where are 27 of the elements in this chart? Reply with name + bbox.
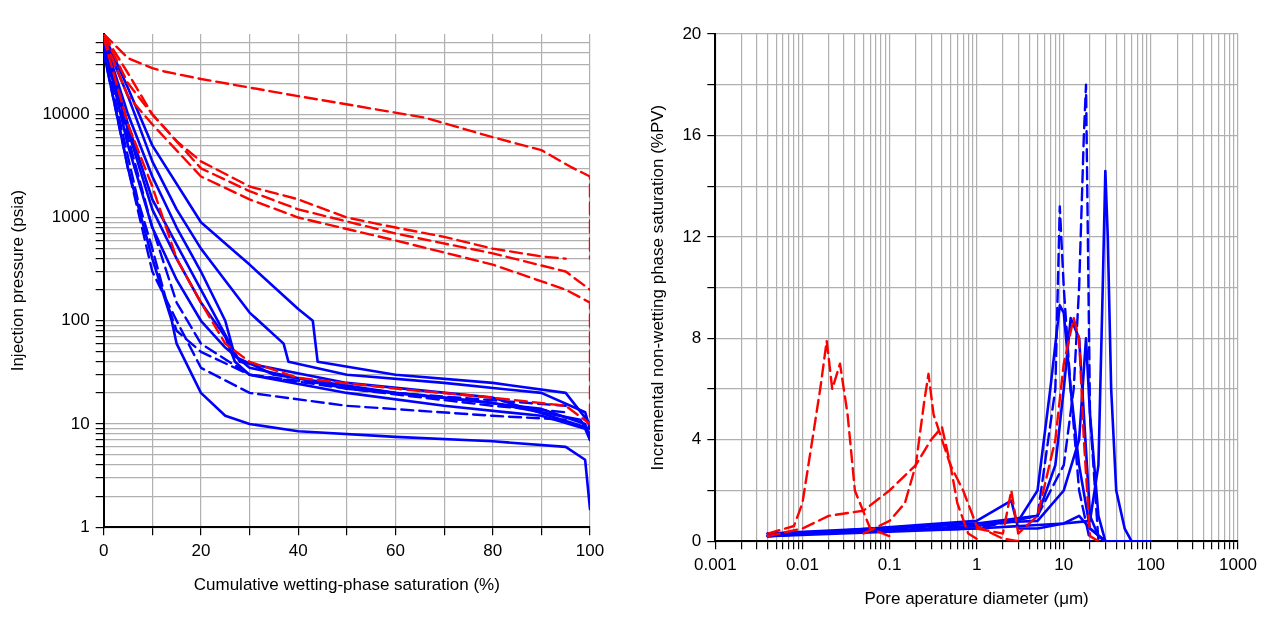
x-tick-label: 60 (386, 541, 405, 561)
x-tick-label: 40 (288, 541, 308, 561)
y-tick-label: 12 (682, 226, 702, 246)
y-tick-label: 4 (691, 429, 702, 449)
y-axis-title: Injection pressure (psia) (7, 189, 27, 372)
y-tick-label: 10 (70, 413, 90, 433)
x-tick-label: 0.01 (785, 555, 819, 575)
y-axis-title: Incremental non-wetting phase saturation (%PV) (647, 104, 667, 471)
x-axis-title: Pore aperature diameter (μm) (864, 589, 1089, 609)
x-axis-title: Cumulative wetting-phase saturation (%) (193, 575, 500, 595)
x-tick-label: 100 (575, 541, 605, 561)
x-tick-label: 1 (971, 555, 982, 575)
y-tick-label: 8 (691, 328, 702, 348)
y-tick-label: 1 (80, 516, 90, 536)
y-tick-label: 20 (682, 23, 702, 43)
x-tick-label: 1000 (1219, 555, 1257, 575)
y-tick-label: 1000 (51, 207, 90, 227)
x-tick-label: 10 (1054, 555, 1074, 575)
x-tick-label: 100 (1136, 555, 1166, 575)
x-tick-label: 0.1 (877, 555, 902, 575)
x-tick-label: 0.001 (694, 555, 737, 575)
y-tick-label: 16 (682, 125, 702, 145)
x-tick-label: 20 (191, 541, 211, 561)
x-tick-label: 0 (98, 541, 109, 561)
y-tick-label: 10000 (42, 104, 90, 124)
y-tick-label: 100 (61, 310, 90, 330)
x-tick-label: 80 (483, 541, 503, 561)
